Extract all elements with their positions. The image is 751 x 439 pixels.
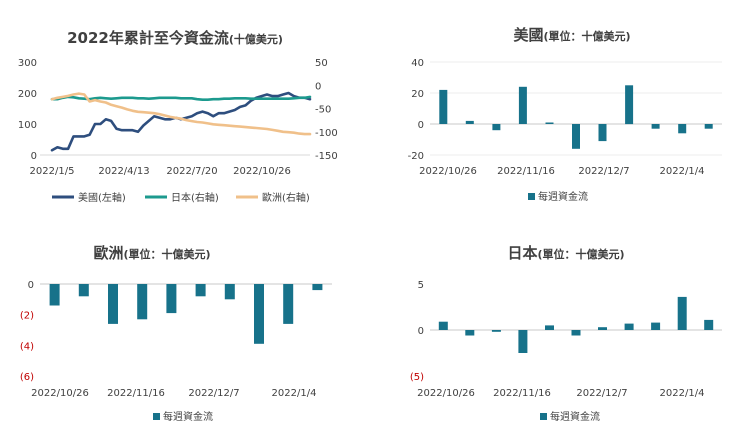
jp-x-tick: 2022/1/4	[660, 388, 705, 399]
jp-y-tick: 5	[418, 280, 424, 291]
us-bar	[518, 86, 527, 124]
ytd-legend-label: 歐洲(右軸)	[262, 191, 310, 204]
ytd-left-tick: 0	[31, 151, 37, 162]
eu-x-tick: 2022/12/7	[188, 388, 239, 399]
ytd-title-unit: (十億美元)	[229, 32, 283, 46]
us-bar	[572, 124, 580, 149]
ytd-series-line-2	[50, 92, 312, 136]
eu-title-unit: (單位：十億美元)	[123, 247, 210, 261]
jp-bar	[438, 321, 448, 330]
eu-bar	[137, 284, 148, 320]
eu-x-tick: 2022/11/16	[107, 388, 165, 399]
ytd-left-tick: 200	[18, 89, 37, 100]
eu-bar	[78, 284, 89, 297]
jp-bar	[624, 323, 634, 330]
us-bar	[625, 85, 634, 125]
jp-x-tick: 2022/12/7	[576, 388, 627, 399]
eu-bar	[108, 284, 118, 324]
eu-title: 歐洲(單位：十億美元)	[93, 244, 210, 262]
jp-title: 日本(單位：十億美元)	[507, 244, 624, 262]
jp-bar	[598, 327, 607, 330]
eu-y-tick: (2)	[20, 311, 34, 322]
jp-x-tick: 2022/11/16	[493, 388, 551, 399]
jp-legend-swatch	[540, 413, 547, 420]
us-bar	[492, 124, 501, 131]
ytd-series-line-1	[50, 95, 312, 101]
ytd-right-tick: -100	[315, 128, 338, 139]
ytd-x-tick: 2022/1/5	[30, 166, 75, 177]
jp-y-tick: 0	[418, 326, 424, 337]
eu-bar	[283, 284, 294, 324]
eu-x-tick: 2022/10/26	[31, 388, 89, 399]
us-x-tick: 2022/11/16	[497, 166, 555, 177]
jp-bar	[518, 330, 528, 353]
us-x-tick: 2022/10/26	[419, 166, 477, 177]
eu-bar	[312, 284, 323, 291]
ytd-left-tick: 100	[18, 120, 37, 131]
eu-bar	[254, 284, 264, 344]
us-title-main: 美國	[513, 26, 543, 44]
us-bar	[651, 124, 660, 129]
us-bar	[439, 89, 448, 124]
eu-y-tick: (4)	[20, 341, 34, 352]
eu-legend-swatch	[153, 413, 160, 420]
jp-bar	[677, 296, 687, 330]
jp-title-unit: (單位：十億美元)	[537, 247, 624, 261]
us-bar	[704, 124, 713, 129]
ytd-right-tick: -50	[315, 105, 331, 116]
jp-bar	[571, 330, 581, 336]
us-y-tick: 0	[418, 120, 424, 131]
us-bar	[598, 124, 607, 142]
us-x-tick: 2022/12/7	[578, 166, 629, 177]
ytd-title: 2022年累計至今資金流(十億美元)	[67, 29, 283, 47]
us-y-tick: -20	[408, 151, 424, 162]
ytd-left-tick: 300	[18, 58, 37, 69]
ytd-title-main: 2022年累計至今資金流	[67, 29, 229, 47]
ytd-right-tick: -150	[315, 151, 338, 162]
eu-title-main: 歐洲	[93, 244, 123, 262]
jp-bar	[704, 319, 714, 330]
us-bar	[465, 120, 474, 124]
eu-bar	[224, 284, 235, 300]
ytd-legend-label: 美國(左軸)	[78, 191, 126, 204]
ytd-x-tick: 2022/7/20	[166, 166, 217, 177]
jp-bar	[651, 322, 661, 330]
jp-y-tick: (5)	[410, 372, 424, 383]
eu-x-tick: 2022/1/4	[272, 388, 317, 399]
eu-legend-label: 每週資金流	[163, 410, 213, 423]
ytd-x-tick: 2022/10/26	[233, 166, 291, 177]
eu-bar	[49, 284, 60, 306]
jp-legend-label: 每週資金流	[550, 410, 600, 423]
jp-title-main: 日本	[507, 244, 537, 262]
us-legend-label: 每週資金流	[538, 190, 588, 203]
us-title: 美國(單位：十億美元)	[513, 26, 630, 44]
us-y-tick: 20	[411, 89, 424, 100]
us-bar	[545, 122, 554, 124]
eu-y-tick: 0	[28, 280, 34, 291]
ytd-right-tick: 50	[315, 58, 328, 69]
ytd-legend-label: 日本(右軸)	[171, 191, 219, 204]
jp-bar	[545, 325, 554, 330]
us-title-unit: (單位：十億美元)	[543, 29, 630, 43]
us-x-tick: 2022/1/4	[660, 166, 705, 177]
ytd-x-tick: 2022/4/13	[98, 166, 149, 177]
us-y-tick: 40	[411, 58, 424, 69]
us-legend-swatch	[528, 193, 535, 200]
eu-bar	[195, 284, 206, 297]
ytd-right-tick: 0	[315, 81, 321, 92]
jp-bar	[491, 330, 501, 332]
jp-bar	[465, 330, 475, 336]
us-bar	[678, 124, 687, 134]
eu-bar	[166, 284, 177, 314]
eu-y-tick: (6)	[20, 372, 34, 383]
jp-x-tick: 2022/10/26	[417, 388, 475, 399]
